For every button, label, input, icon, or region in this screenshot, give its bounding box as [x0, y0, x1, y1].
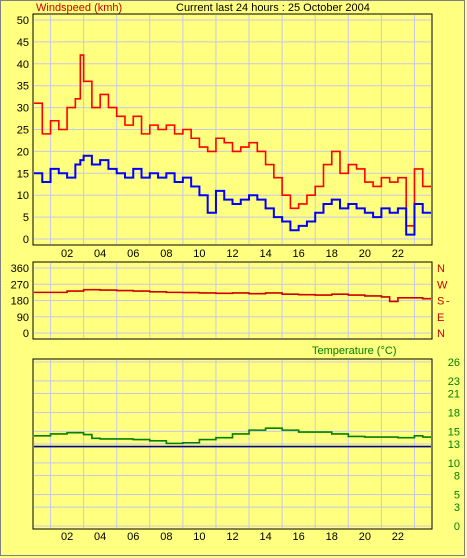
y-tick-label: 20: [17, 146, 29, 158]
windspeed-x-ticks: 02 04 06 08 10 12 14 16 18 20 22: [61, 248, 404, 260]
x-tick-label: 14: [259, 248, 271, 260]
y-tick-label: 10: [448, 458, 460, 470]
x-tick-label: 22: [392, 248, 404, 260]
x-tick-label: 06: [127, 531, 139, 543]
y-tick-label: 23: [448, 376, 460, 388]
x-tick-label: 02: [61, 248, 73, 260]
y-tick-label: 0: [23, 328, 29, 340]
temperature-grid: [34, 360, 431, 528]
temperature-x-ticks: 02 04 06 08 10 12 14 16 18 20 22: [61, 531, 404, 543]
x-tick-label: 04: [94, 248, 106, 260]
y-tick-label: 5: [454, 489, 460, 501]
y-tick-label: 360: [11, 263, 29, 275]
y-tick-label: 45: [17, 37, 29, 49]
x-tick-label: 08: [160, 248, 172, 260]
y-tick-label: 18: [448, 407, 460, 419]
x-tick-label: 02: [61, 531, 73, 543]
windspeed-series: [34, 54, 431, 236]
y-tick-label: 25: [17, 125, 29, 137]
y-tick-label: 15: [448, 426, 460, 438]
x-tick-label: 16: [293, 531, 305, 543]
x-tick-label: 18: [326, 531, 338, 543]
series-line-direction: [34, 288, 431, 303]
y-tick-label: 10: [17, 190, 29, 202]
x-tick-label: 20: [359, 248, 371, 260]
x-tick-label: 10: [193, 248, 205, 260]
y-tick-label: 40: [17, 59, 29, 71]
y-tick-label: 5: [23, 212, 29, 224]
direction-y-ticks: 0 90 180 270 360: [11, 263, 29, 340]
x-tick-label: 12: [226, 248, 238, 260]
x-tick-label: 08: [160, 531, 172, 543]
x-tick-label: 12: [226, 531, 238, 543]
y-tick-label: 270: [11, 279, 29, 291]
x-tick-label: 16: [293, 248, 305, 260]
series-line-gust: [34, 54, 431, 227]
y-tick-label: 35: [17, 81, 29, 93]
windspeed-y-ticks: 0 5 10 15 20 25 30 35 40 45 50: [17, 15, 29, 246]
temperature-series: [34, 427, 431, 448]
chart-title: Current last 24 hours : 25 October 2004: [176, 2, 370, 14]
x-tick-label: 14: [259, 531, 271, 543]
x-tick-label: 04: [94, 531, 106, 543]
x-tick-label: 20: [359, 531, 371, 543]
compass-dash: -: [446, 296, 450, 308]
y-tick-label: 0: [23, 234, 29, 246]
y-tick-label: 21: [448, 389, 460, 401]
windspeed-axis-title: Windspeed (kmh): [36, 2, 122, 14]
y-tick-label: 180: [11, 296, 29, 308]
y-tick-label: 30: [17, 103, 29, 115]
compass-label: S: [437, 296, 444, 308]
x-tick-label: 22: [392, 531, 404, 543]
compass-label: N: [437, 263, 445, 275]
x-tick-label: 18: [326, 248, 338, 260]
y-tick-label: 13: [448, 439, 460, 451]
y-tick-label: 0: [454, 521, 460, 533]
direction-grid: [34, 263, 431, 338]
y-tick-label: 8: [454, 471, 460, 483]
compass-label: N: [437, 328, 445, 340]
y-tick-label: 50: [17, 15, 29, 27]
x-tick-label: 10: [193, 531, 205, 543]
x-tick-label: 06: [127, 248, 139, 260]
compass-label: W: [437, 279, 448, 291]
series-line-average: [34, 154, 431, 236]
series-line-temperature: [34, 427, 431, 445]
y-tick-label: 90: [17, 312, 29, 324]
temperature-title: Temperature (°C): [312, 345, 396, 357]
direction-series: [34, 288, 431, 303]
y-tick-label: 15: [17, 168, 29, 180]
compass-label: E: [437, 312, 444, 324]
y-tick-label: 26: [448, 357, 460, 369]
y-tick-label: 3: [454, 502, 460, 514]
